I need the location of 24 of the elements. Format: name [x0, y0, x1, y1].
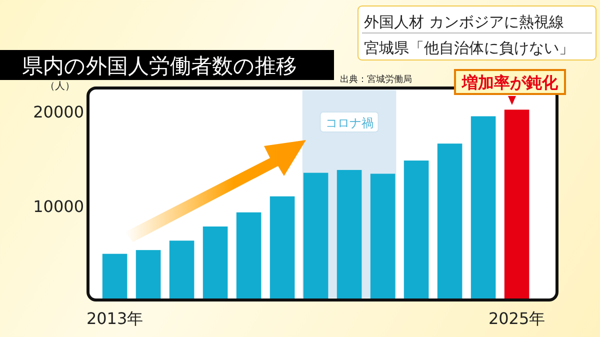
bar — [437, 144, 462, 300]
y-tick-label: 10000 — [33, 196, 84, 216]
y-axis-title: （人） — [45, 81, 75, 92]
band-label: コロナ禍 — [325, 116, 374, 130]
source-note: 出典：宮城労働局 — [340, 74, 412, 85]
bar — [370, 174, 396, 300]
bar — [136, 250, 161, 300]
bar — [236, 212, 262, 300]
annotation: 増加率が鈍化 — [461, 73, 559, 92]
text: 外国人材 カンボジアに熱視線 — [364, 13, 564, 31]
bar — [102, 254, 128, 300]
y-tick-label: 20000 — [33, 102, 84, 122]
bar — [336, 170, 362, 300]
bar — [202, 226, 228, 300]
text: 宮城県「他自治体に負けない」 — [364, 39, 574, 57]
bar — [270, 196, 295, 300]
bar — [169, 240, 194, 300]
bar — [303, 172, 328, 300]
bar — [404, 160, 429, 300]
bar — [504, 110, 530, 300]
x-tick-label: 2025年 — [488, 309, 546, 328]
chart-title: 県内の外国人労働者数の推移 — [22, 54, 297, 78]
x-tick-label: 2013年 — [86, 309, 144, 328]
bar — [470, 116, 496, 300]
